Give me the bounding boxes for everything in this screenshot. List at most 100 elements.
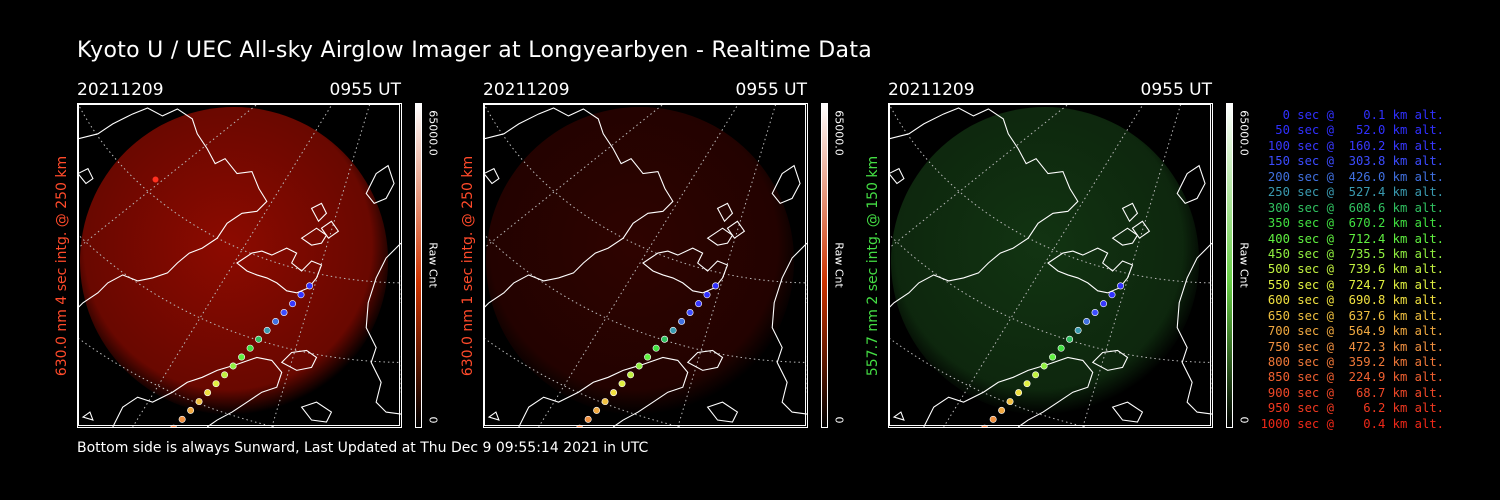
- all-sky-map: [484, 104, 807, 427]
- trajectory-legend: 0 sec @ 0.1 km alt. 50 sec @ 52.0 km alt…: [1258, 108, 1444, 432]
- trajectory-point: [204, 389, 212, 397]
- colorbar-min-label: 0: [1237, 416, 1251, 424]
- trajectory-point: [678, 317, 686, 325]
- panel-time: 0955 UT: [735, 80, 808, 100]
- legend-entry: 350 sec @ 670.2 km alt.: [1260, 216, 1444, 231]
- trajectory-point: [1057, 344, 1065, 352]
- wavelength-label: 630.0 nm 1 sec intg. @ 250 km: [460, 155, 476, 376]
- trajectory-point: [229, 362, 237, 370]
- legend-entry: 600 sec @ 690.8 km alt.: [1260, 293, 1444, 308]
- trajectory-point: [610, 389, 618, 397]
- legend-entry: 250 sec @ 527.4 km alt.: [1260, 185, 1444, 200]
- imager-panel-1: 20211209 0955 UT 630.0 nm 4 sec intg. @ …: [54, 80, 457, 430]
- panel-date: 20211209: [483, 80, 570, 100]
- trajectory-point: [644, 353, 652, 361]
- trajectory-point: [627, 371, 635, 379]
- footer-note: Bottom side is always Sunward, Last Upda…: [77, 440, 649, 456]
- legend-entry: 750 sec @ 472.3 km alt.: [1260, 339, 1444, 354]
- trajectory-point: [1040, 362, 1048, 370]
- legend-entry: 100 sec @ 160.2 km alt.: [1260, 138, 1444, 153]
- trajectory-point: [703, 291, 711, 299]
- wavelength-label: 630.0 nm 4 sec intg. @ 250 km: [54, 155, 70, 376]
- trajectory-point: [255, 335, 263, 343]
- panel-time: 0955 UT: [1140, 80, 1213, 100]
- trajectory-point: [593, 406, 601, 414]
- legend-entry: 50 sec @ 52.0 km alt.: [1260, 123, 1444, 138]
- trajectory-point: [635, 362, 643, 370]
- trajectory-point: [1083, 317, 1091, 325]
- panel-time: 0955 UT: [329, 80, 402, 100]
- trajectory-point: [712, 282, 720, 290]
- satellite-trajectory: [170, 282, 314, 427]
- trajectory-point: [212, 380, 220, 388]
- imager-panel-3: 20211209 0955 UT 557.7 nm 2 sec intg. @ …: [865, 80, 1268, 430]
- colorbar-unit-label: Raw Cnt: [1237, 242, 1251, 288]
- legend-entry: 150 sec @ 303.8 km alt.: [1260, 154, 1444, 169]
- trajectory-point: [1015, 389, 1023, 397]
- trajectory-point: [221, 371, 229, 379]
- all-sky-map: [889, 104, 1212, 427]
- legend-entry: 700 sec @ 564.9 km alt.: [1260, 324, 1444, 339]
- panel-date: 20211209: [888, 80, 975, 100]
- colorbar-max-label: 65000.0: [426, 110, 440, 156]
- legend-entry: 950 sec @ 6.2 km alt.: [1260, 401, 1444, 416]
- satellite-trajectory: [981, 282, 1125, 427]
- legend-entry: 300 sec @ 608.6 km alt.: [1260, 200, 1444, 215]
- legend-entry: 900 sec @ 68.7 km alt.: [1260, 385, 1444, 400]
- trajectory-point: [652, 344, 660, 352]
- satellite-trajectory: [576, 282, 720, 427]
- colorbar: [821, 103, 828, 428]
- trajectory-point: [584, 415, 592, 423]
- trajectory-point: [1108, 291, 1116, 299]
- colorbar-unit-label: Raw Cnt: [426, 242, 440, 288]
- colorbar-max-label: 65000.0: [832, 110, 846, 156]
- legend-entry: 500 sec @ 739.6 km alt.: [1260, 262, 1444, 277]
- trajectory-point: [998, 406, 1006, 414]
- legend-entry: 550 sec @ 724.7 km alt.: [1260, 277, 1444, 292]
- trajectory-point: [1023, 380, 1031, 388]
- trajectory-point: [246, 344, 254, 352]
- trajectory-point: [297, 291, 305, 299]
- trajectory-point: [1074, 326, 1082, 334]
- legend-entry: 200 sec @ 426.0 km alt.: [1260, 169, 1444, 184]
- trajectory-point: [1100, 300, 1108, 308]
- imager-panel-2: 20211209 0955 UT 630.0 nm 1 sec intg. @ …: [460, 80, 863, 430]
- wavelength-label: 557.7 nm 2 sec intg. @ 150 km: [865, 155, 881, 376]
- trajectory-point: [1006, 398, 1014, 406]
- legend-entry: 400 sec @ 712.4 km alt.: [1260, 231, 1444, 246]
- all-sky-map: [78, 104, 401, 427]
- trajectory-point: [1032, 371, 1040, 379]
- trajectory-point: [695, 300, 703, 308]
- trajectory-point: [1066, 335, 1074, 343]
- colorbar: [1226, 103, 1233, 428]
- trajectory-point: [289, 300, 297, 308]
- trajectory-point: [601, 398, 609, 406]
- legend-entry: 1000 sec @ 0.4 km alt.: [1260, 416, 1444, 431]
- trajectory-point: [178, 415, 186, 423]
- page-title: Kyoto U / UEC All-sky Airglow Imager at …: [77, 38, 873, 63]
- trajectory-point: [306, 282, 314, 290]
- trajectory-point: [661, 335, 669, 343]
- legend-entry: 800 sec @ 359.2 km alt.: [1260, 355, 1444, 369]
- trajectory-point: [238, 353, 246, 361]
- trajectory-point: [263, 326, 271, 334]
- trajectory-point: [669, 326, 677, 334]
- legend-entry: 850 sec @ 224.9 km alt.: [1260, 370, 1444, 385]
- legend-entry: 450 sec @ 735.5 km alt.: [1260, 246, 1444, 261]
- colorbar-max-label: 65000.0: [1237, 110, 1251, 156]
- trajectory-point: [187, 406, 195, 414]
- trajectory-point: [1091, 309, 1099, 316]
- colorbar-unit-label: Raw Cnt: [832, 242, 846, 288]
- trajectory-point: [272, 317, 280, 325]
- legend-entry: 650 sec @ 637.6 km alt.: [1260, 308, 1444, 323]
- trajectory-point: [195, 398, 203, 406]
- legend-entry: 0 sec @ 0.1 km alt.: [1260, 108, 1444, 122]
- trajectory-point: [618, 380, 626, 388]
- panel-date: 20211209: [77, 80, 164, 100]
- trajectory-point: [1117, 282, 1125, 290]
- colorbar-min-label: 0: [426, 416, 440, 424]
- trajectory-point: [989, 415, 997, 423]
- colorbar-min-label: 0: [832, 416, 846, 424]
- colorbar: [415, 103, 422, 428]
- trajectory-point: [686, 309, 694, 316]
